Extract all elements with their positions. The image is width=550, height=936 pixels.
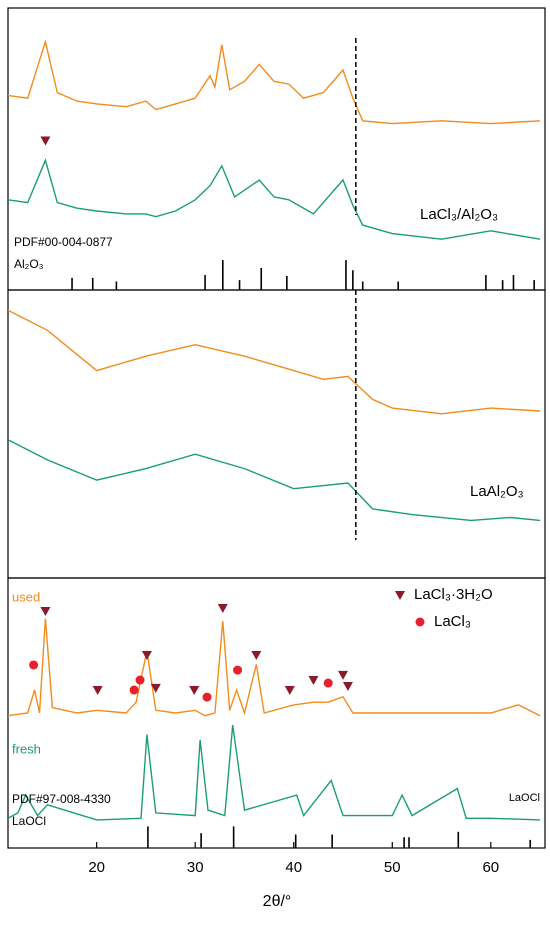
annotation: PDF#97-008-4330 [12, 792, 111, 806]
legend-label: LaCl₃ [434, 613, 471, 630]
marker [233, 665, 243, 675]
marker [29, 660, 39, 670]
annotation: Al₂O₃ [14, 257, 44, 271]
marker [141, 650, 152, 660]
marker [129, 685, 139, 695]
pattern-line [7, 618, 541, 717]
pattern-line [7, 158, 541, 240]
marker [342, 682, 353, 691]
marker [323, 678, 333, 688]
marker [395, 591, 405, 600]
pattern-line [7, 309, 541, 415]
x-tick-label: 60 [482, 859, 499, 876]
marker [189, 686, 200, 696]
legend-label: LaCl₃·3H₂O [414, 586, 493, 603]
annotation: used [12, 589, 40, 604]
annotation: PDF#00-004-0877 [14, 235, 113, 249]
pattern-line [7, 439, 541, 522]
annotation: LaAl₂O₃ [470, 483, 524, 500]
x-tick-label: 50 [384, 859, 401, 876]
marker [92, 686, 103, 696]
x-tick-label: 30 [187, 859, 204, 876]
x-tick-label: 20 [88, 859, 105, 876]
panel-frame [7, 577, 546, 849]
annotation: LaOCl [509, 792, 540, 804]
marker [135, 675, 145, 685]
marker [217, 603, 228, 613]
annotation: fresh [12, 741, 41, 756]
marker [308, 676, 319, 686]
x-axis-label: 2θ/° [263, 893, 292, 910]
annotation: LaOCl [12, 814, 46, 828]
marker [338, 670, 349, 680]
marker [251, 650, 262, 660]
marker [284, 686, 295, 696]
annotation: LaCl₃/Al₂O₃ [420, 206, 498, 223]
marker [415, 617, 425, 627]
x-tick-label: 40 [285, 859, 302, 876]
marker [40, 136, 51, 146]
marker [202, 692, 212, 702]
pattern-line [7, 39, 541, 125]
marker [40, 606, 51, 616]
marker [150, 683, 161, 693]
pattern-line [7, 725, 541, 821]
panel-frame [7, 289, 546, 579]
